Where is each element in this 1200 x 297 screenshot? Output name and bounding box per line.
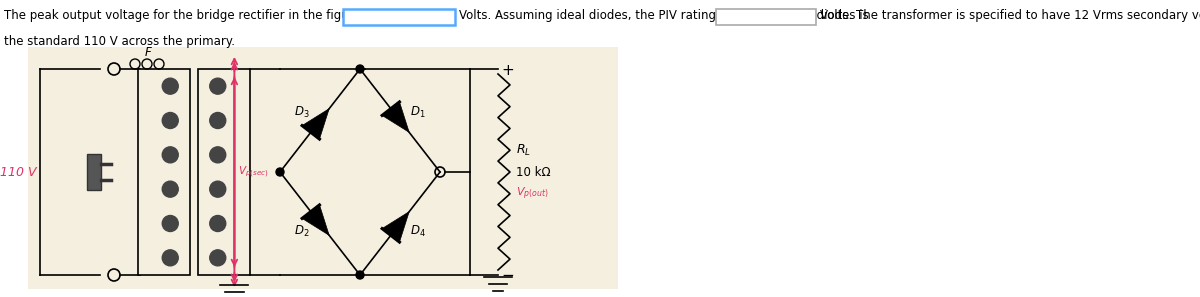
Text: $D_4$: $D_4$ bbox=[410, 224, 426, 239]
Text: The peak output voltage for the bridge rectifier in the figure is: The peak output voltage for the bridge r… bbox=[4, 9, 374, 22]
FancyBboxPatch shape bbox=[343, 9, 455, 25]
Text: 10 kΩ: 10 kΩ bbox=[516, 165, 551, 178]
Circle shape bbox=[210, 147, 226, 163]
Circle shape bbox=[162, 147, 179, 163]
FancyBboxPatch shape bbox=[716, 9, 816, 25]
Text: F: F bbox=[145, 46, 151, 59]
Circle shape bbox=[162, 250, 179, 266]
Polygon shape bbox=[302, 109, 329, 139]
Text: $V_{p(sec)}$: $V_{p(sec)}$ bbox=[239, 164, 269, 180]
Text: $D_3$: $D_3$ bbox=[294, 105, 310, 120]
Circle shape bbox=[210, 113, 226, 129]
Text: $R_L$: $R_L$ bbox=[516, 143, 532, 157]
FancyBboxPatch shape bbox=[138, 69, 190, 275]
FancyBboxPatch shape bbox=[28, 47, 618, 289]
Polygon shape bbox=[302, 205, 329, 235]
Circle shape bbox=[356, 65, 364, 73]
Circle shape bbox=[162, 113, 179, 129]
Polygon shape bbox=[382, 102, 409, 132]
Text: $D_1$: $D_1$ bbox=[410, 105, 426, 120]
Text: 110 V: 110 V bbox=[0, 165, 37, 178]
Text: the standard 110 V across the primary.: the standard 110 V across the primary. bbox=[4, 35, 235, 48]
Circle shape bbox=[162, 216, 179, 231]
Circle shape bbox=[210, 250, 226, 266]
Circle shape bbox=[210, 78, 226, 94]
Text: Volts. The transformer is specified to have 12 Vrms secondary voltage for: Volts. The transformer is specified to h… bbox=[820, 9, 1200, 22]
Circle shape bbox=[210, 181, 226, 197]
Circle shape bbox=[162, 78, 179, 94]
Circle shape bbox=[356, 271, 364, 279]
Circle shape bbox=[210, 216, 226, 231]
FancyBboxPatch shape bbox=[198, 69, 250, 275]
Text: +: + bbox=[502, 63, 514, 78]
Circle shape bbox=[162, 181, 179, 197]
Polygon shape bbox=[382, 212, 409, 242]
FancyBboxPatch shape bbox=[88, 154, 101, 190]
Text: Volts. Assuming ideal diodes, the PIV rating required for the diodes is: Volts. Assuming ideal diodes, the PIV ra… bbox=[458, 9, 869, 22]
Text: $D_2$: $D_2$ bbox=[294, 224, 310, 239]
Text: $V_{p(out)}$: $V_{p(out)}$ bbox=[516, 186, 548, 202]
Text: −: − bbox=[502, 268, 514, 283]
Circle shape bbox=[276, 168, 284, 176]
